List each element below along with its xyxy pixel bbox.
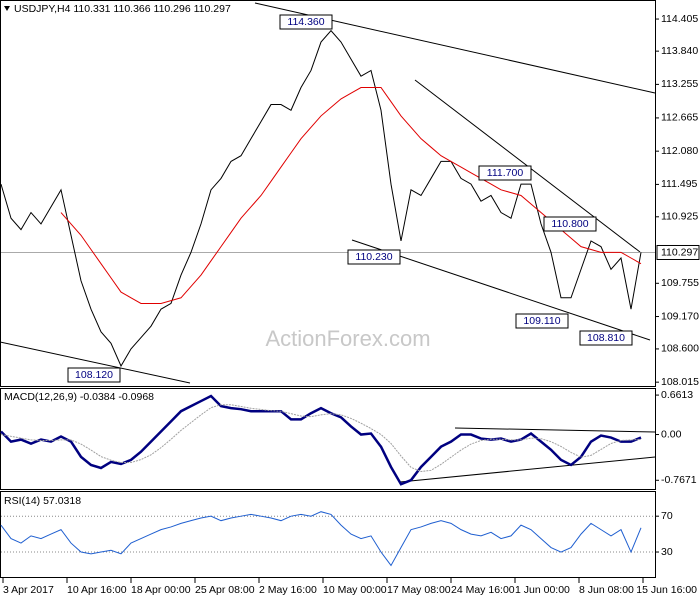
y-tick-label: 108.600 — [661, 343, 699, 355]
y-tick-label: 114.405 — [661, 13, 698, 25]
annotation: 108.810 — [587, 332, 625, 344]
x-tick-label: 15 Jun 16:00 — [636, 584, 697, 596]
trend-line — [351, 239, 651, 341]
x-tick-label: 3 Apr 2017 — [3, 584, 54, 596]
y-tick-label: 112.665 — [661, 112, 698, 124]
menu-icon — [4, 6, 10, 11]
annotation-box — [279, 14, 333, 30]
y-tick-label: 109.755 — [661, 277, 699, 289]
x-tick-label: 1 Jun 00:00 — [515, 584, 570, 596]
y-tick-label: 112.080 — [661, 145, 698, 157]
annotation: 110.800 — [551, 218, 588, 230]
annotation: 110.230 — [355, 251, 392, 263]
series-line — [0, 404, 642, 473]
y-tick-label: 30 — [661, 546, 673, 558]
rsi-title: RSI(14) 57.0318 — [4, 495, 81, 507]
price-panel — [0, 0, 656, 387]
y-tick-label: 0.6613 — [661, 389, 693, 401]
x-tick-label: 8 Jun 08:00 — [579, 584, 634, 596]
series-line — [0, 394, 642, 486]
annotation: 114.360 — [287, 16, 324, 28]
series-line — [0, 29, 642, 368]
x-tick-label: 2 May 16:00 — [259, 584, 317, 596]
y-tick-label: 70 — [661, 510, 673, 522]
y-tick-label: 110.925 — [661, 211, 698, 223]
trend-line — [0, 341, 191, 384]
x-tick-label: 17 May 08:00 — [387, 584, 451, 596]
y-tick-label: 113.840 — [661, 45, 698, 57]
annotation-box — [347, 249, 401, 265]
y-tick-label: -0.7671 — [661, 474, 697, 486]
x-tick-label: 24 May 16:00 — [451, 584, 515, 596]
annotation-box — [515, 313, 569, 329]
macd-title: MACD(12,26,9) -0.0384 -0.0968 — [4, 391, 154, 403]
x-tick-label: 10 May 00:00 — [323, 584, 387, 596]
x-tick-label: 10 Apr 16:00 — [67, 584, 127, 596]
annotation-box — [67, 367, 121, 383]
rsi-panel — [0, 491, 656, 578]
y-tick-label: 108.015 — [661, 376, 699, 388]
trend-line — [399, 456, 656, 483]
macd-panel — [0, 388, 656, 490]
y-tick-label: 0.00 — [661, 428, 682, 440]
annotation-box — [579, 330, 633, 346]
annotation: 108.120 — [75, 369, 113, 381]
series-line — [60, 87, 642, 304]
series-line — [0, 511, 642, 567]
watermark: ActionForex.com — [265, 326, 430, 351]
y-tick-label: 113.255 — [661, 78, 698, 90]
annotation-box — [478, 165, 532, 181]
price-title: USDJPY,H4 110.331 110.366 110.296 110.29… — [14, 3, 231, 15]
annotation-box — [543, 216, 597, 232]
trend-line — [454, 427, 656, 433]
y-tick-label: 109.170 — [661, 310, 699, 322]
current-price-label: 110.297 — [661, 246, 698, 258]
current-price-box — [656, 244, 700, 260]
y-tick-label: 111.495 — [661, 178, 698, 190]
annotation: 111.700 — [487, 167, 524, 179]
annotation: 109.110 — [523, 315, 560, 327]
x-tick-label: 25 Apr 08:00 — [195, 584, 255, 596]
x-tick-label: 18 Apr 00:00 — [131, 584, 191, 596]
